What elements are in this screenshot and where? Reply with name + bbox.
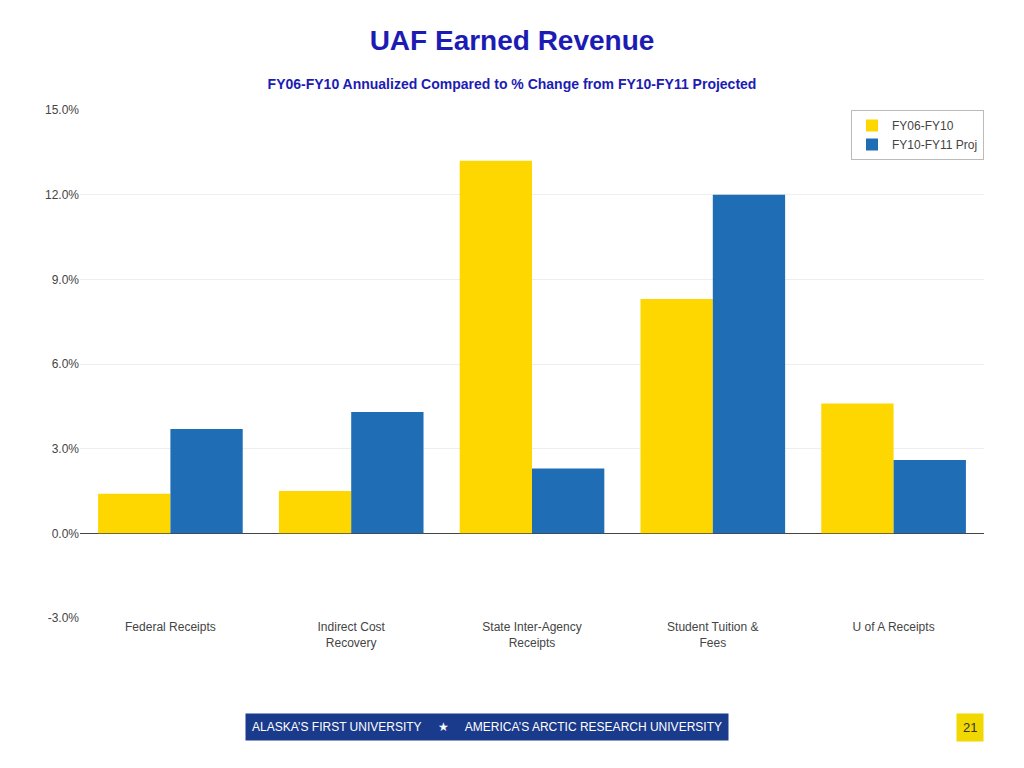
svg-text:UAF Earned Revenue: UAF Earned Revenue xyxy=(370,25,655,56)
svg-text:9.0%: 9.0% xyxy=(52,273,80,287)
svg-text:21: 21 xyxy=(963,720,977,735)
svg-text:Student Tuition &Fees: Student Tuition &Fees xyxy=(667,620,758,650)
svg-text:State Inter-AgencyReceipts: State Inter-AgencyReceipts xyxy=(482,620,581,650)
svg-text:FY10-FY11 Proj: FY10-FY11 Proj xyxy=(892,138,977,152)
svg-text:3.0%: 3.0% xyxy=(52,442,80,456)
svg-text:Federal Receipts: Federal Receipts xyxy=(125,620,216,634)
svg-text:U of A Receipts: U of A Receipts xyxy=(853,620,935,634)
svg-text:FY06-FY10 Annualized Compared: FY06-FY10 Annualized Compared to % Chang… xyxy=(268,76,757,92)
svg-text:Indirect CostRecovery: Indirect CostRecovery xyxy=(318,620,386,650)
svg-text:FY06-FY10: FY06-FY10 xyxy=(892,119,954,133)
svg-text:0.0%: 0.0% xyxy=(52,527,80,541)
svg-text:6.0%: 6.0% xyxy=(52,357,80,371)
svg-text:-3.0%: -3.0% xyxy=(48,611,80,625)
svg-text:15.0%: 15.0% xyxy=(45,103,79,117)
svg-text:12.0%: 12.0% xyxy=(45,188,79,202)
svg-text:ALASKA’S FIRST UNIVERSITY: ALASKA’S FIRST UNIVERSITY ★ AMERICA’S AR… xyxy=(252,720,722,734)
